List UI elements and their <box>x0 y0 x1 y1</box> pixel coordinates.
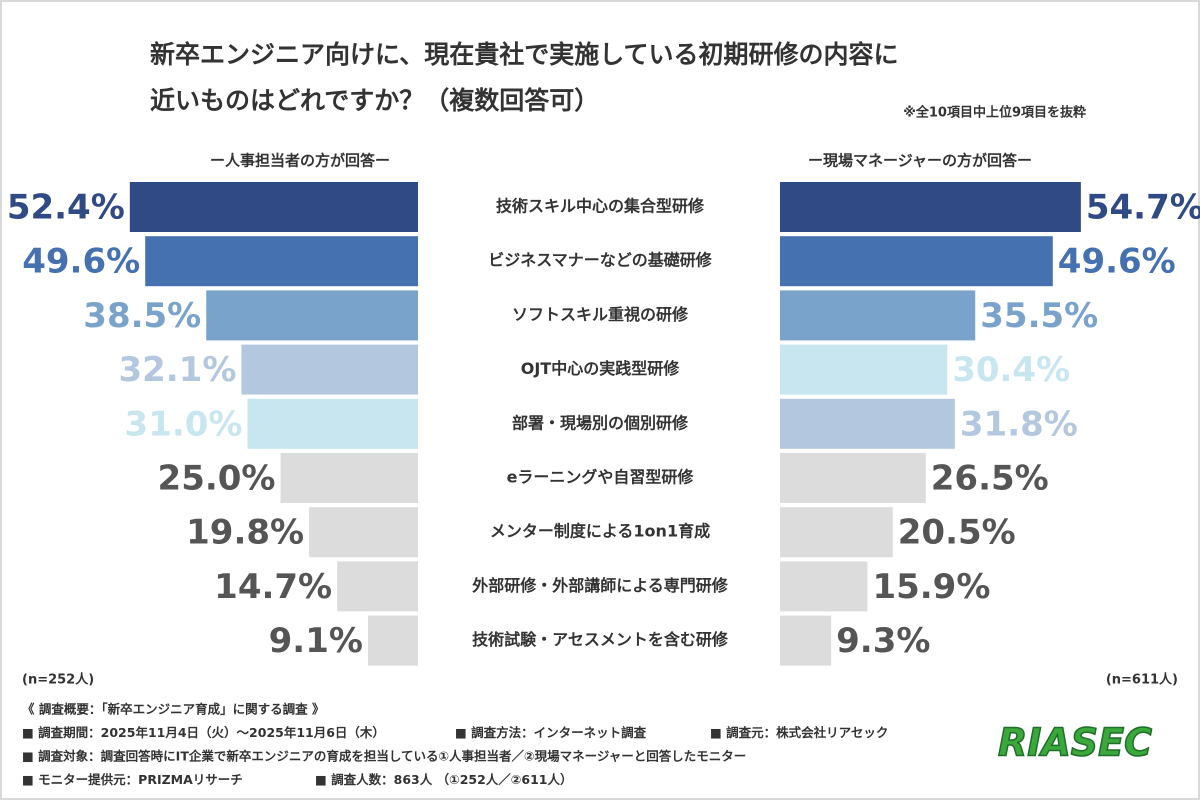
value-label: 38.5% <box>83 296 201 336</box>
chart-title: 新卒エンジニア向けに、現在貴社で実施している初期研修の内容に <box>150 40 899 69</box>
footer-text: ■ 調査人数：863人 （①252人／②611人） <box>315 772 572 787</box>
category-label: 部署・現場別の個別研修 <box>512 413 689 432</box>
category-label: ソフトスキル重視の研修 <box>512 305 689 324</box>
footer-text: ■ 調査対象：調査回答時にIT企業で新卒エンジニアの育成を担当している①人事担当… <box>22 749 746 764</box>
bar <box>780 344 948 395</box>
bar <box>280 453 418 503</box>
value-label: 52.4% <box>7 188 125 228</box>
chart-title: 近いものはどれですか？（複数回答可） <box>150 86 599 115</box>
value-label: 26.5% <box>931 459 1049 499</box>
category-label: メンター制度による1on1育成 <box>490 522 710 541</box>
value-label: 25.0% <box>158 459 276 499</box>
sample-size: (n=252人) <box>22 672 94 688</box>
value-label: 30.4% <box>952 350 1070 390</box>
footer-text: ■ 調査期間：2025年11月4日（火）～2025年11月6日（木） <box>22 725 385 740</box>
value-label: 35.5% <box>980 296 1098 336</box>
footer-text: 《 調査概要：「新卒エンジニア育成」に関する調査 》 <box>22 702 324 717</box>
value-label: 14.7% <box>214 567 332 607</box>
bar <box>247 398 418 449</box>
category-label: 外部研修・外部講師による専門研修 <box>471 576 729 595</box>
footer-text: ■ モニター提供元：PRIZMAリサーチ <box>22 772 243 787</box>
bar <box>780 398 955 449</box>
sample-size: (n=611人) <box>1106 672 1178 688</box>
category-label: 技術試験・アセスメントを含む研修 <box>472 630 729 649</box>
note: ※全10項目中上位9項目を抜粋 <box>903 105 1086 121</box>
bar <box>780 615 832 666</box>
value-label: 31.0% <box>125 404 243 444</box>
bar <box>206 290 418 341</box>
bar <box>780 182 1081 232</box>
value-label: 20.5% <box>898 513 1016 553</box>
value-label: 9.1% <box>269 621 363 661</box>
footer-text: ■ 調査方法：インターネット調査 <box>455 725 647 740</box>
legend-label: ー人事担当者の方が回答ー <box>210 152 390 170</box>
category-label: ビジネスマナーなどの基礎研修 <box>488 251 713 270</box>
category-label: 技術スキル中心の集合型研修 <box>496 197 705 216</box>
value-label: 54.7% <box>1086 188 1200 228</box>
bar <box>780 561 868 612</box>
bar <box>367 615 418 666</box>
logo: RIASEC <box>998 721 1152 765</box>
bar <box>780 290 976 341</box>
bar <box>780 507 893 558</box>
legend-label: ー現場マネージャーの方が回答ー <box>808 152 1032 170</box>
value-label: 31.8% <box>960 404 1078 444</box>
bar <box>129 182 419 232</box>
category-label: OJT中心の実践型研修 <box>521 359 680 378</box>
value-label: 49.6% <box>1058 242 1176 282</box>
value-label: 49.6% <box>22 242 140 282</box>
value-label: 9.3% <box>836 621 930 661</box>
bar <box>337 561 418 612</box>
bar <box>241 344 418 395</box>
bar <box>780 236 1053 287</box>
footer-text: ■ 調査元：株式会社リアセック <box>710 725 888 740</box>
bar <box>780 453 926 503</box>
value-label: 32.1% <box>118 350 236 390</box>
bar <box>145 236 418 287</box>
category-label: eラーニングや自習型研修 <box>507 468 695 487</box>
bar <box>309 507 418 558</box>
value-label: 19.8% <box>186 513 304 553</box>
value-label: 15.9% <box>872 567 990 607</box>
